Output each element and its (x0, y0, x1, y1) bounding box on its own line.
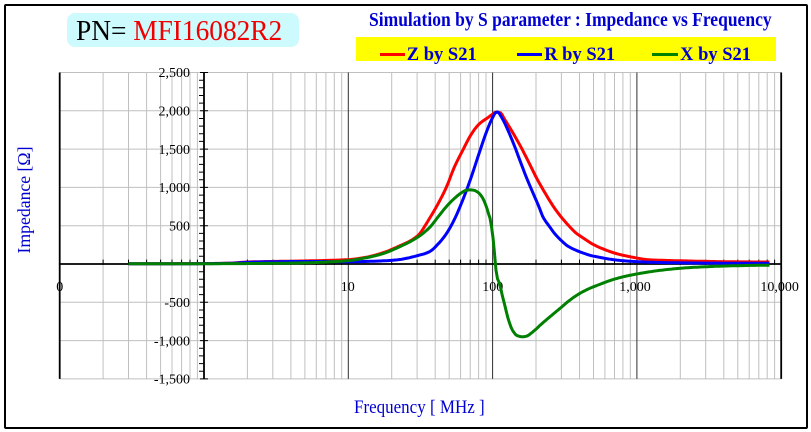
svg-text:-1,000: -1,000 (154, 334, 190, 349)
svg-text:10: 10 (341, 280, 355, 295)
svg-text:-500: -500 (164, 296, 190, 311)
svg-text:0: 0 (56, 280, 63, 295)
svg-text:500: 500 (169, 219, 190, 234)
svg-text:10,000: 10,000 (760, 280, 799, 295)
svg-text:1,000: 1,000 (619, 280, 651, 295)
svg-text:1,500: 1,500 (159, 143, 191, 158)
svg-text:1,000: 1,000 (159, 181, 191, 196)
svg-text:2,000: 2,000 (159, 105, 191, 120)
svg-text:-1,500: -1,500 (154, 373, 190, 388)
svg-text:2,500: 2,500 (159, 66, 191, 81)
